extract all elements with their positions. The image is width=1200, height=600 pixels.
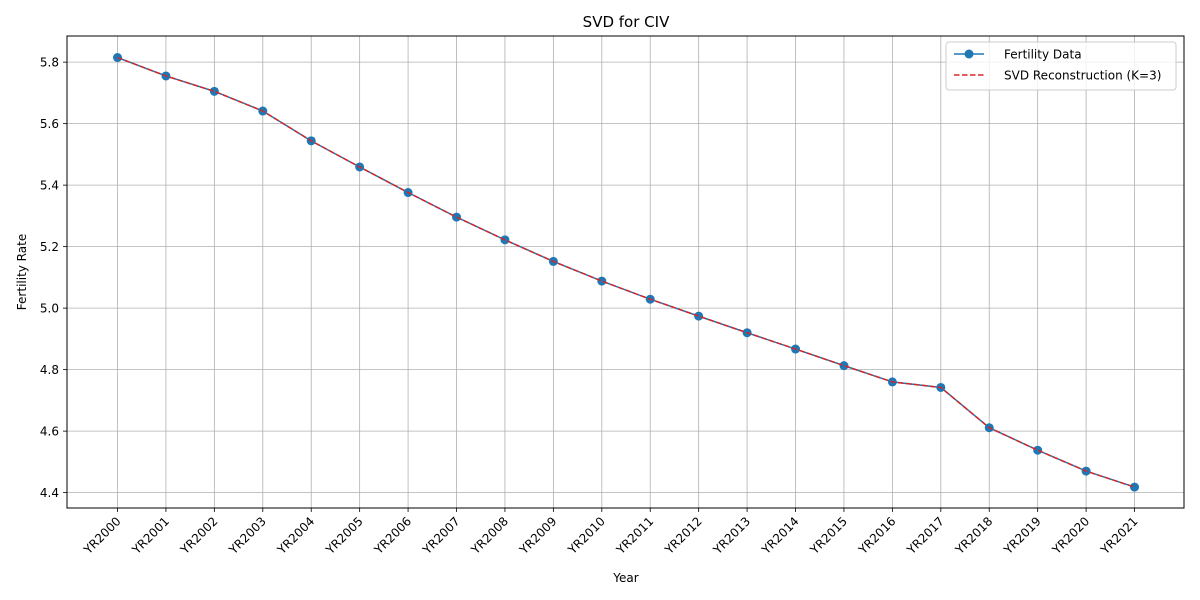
y-tick-label: 5.0	[40, 302, 59, 316]
grid	[67, 36, 1184, 508]
x-tick-label: YR2003	[226, 514, 269, 557]
data-point	[694, 311, 704, 321]
legend-box	[945, 41, 1177, 91]
y-axis: 4.4 4.6 4.8 5.0 5.2 5.4 5.6 5.8	[40, 56, 67, 500]
data-point	[452, 212, 462, 222]
legend-label-fertility-data: Fertility Data	[1004, 48, 1082, 62]
y-tick-label: 5.6	[40, 117, 59, 131]
x-tick-label: YR2004	[274, 514, 317, 557]
series-group	[113, 53, 1140, 492]
x-tick-label: YR2001	[129, 514, 172, 557]
y-tick-label: 4.8	[40, 363, 59, 377]
x-tick-label: YR2015	[807, 514, 850, 557]
data-point	[1033, 445, 1043, 455]
y-tick-label: 5.4	[40, 179, 59, 193]
x-tick-label: YR2021	[1097, 514, 1140, 557]
legend: Fertility Data SVD Reconstruction (K=3)	[945, 41, 1177, 91]
x-tick-label: YR2018	[952, 514, 995, 557]
x-tick-label: YR2007	[419, 514, 462, 557]
x-tick-label: YR2012	[661, 514, 704, 557]
x-tick-label: YR2009	[516, 514, 559, 557]
x-tick-label: YR2020	[1049, 514, 1092, 557]
x-tick-label: YR2002	[177, 514, 220, 557]
data-point	[1130, 482, 1140, 492]
y-tick-label: 5.2	[40, 240, 59, 254]
x-tick-label: YR2008	[468, 514, 511, 557]
x-tick-label: YR2005	[322, 514, 365, 557]
y-axis-label: Fertility Rate	[15, 234, 29, 310]
y-tick-label: 5.8	[40, 56, 59, 70]
x-tick-label: YR2017	[904, 514, 947, 557]
x-tick-label: YR2006	[371, 514, 414, 557]
x-tick-label: YR2016	[855, 514, 898, 557]
x-tick-label: YR2011	[613, 514, 656, 557]
data-point	[597, 276, 607, 286]
data-point	[209, 86, 219, 96]
data-point	[839, 361, 849, 371]
plot-area	[66, 35, 1185, 509]
x-tick-label: YR2014	[758, 514, 801, 557]
x-tick-label: YR2019	[1001, 514, 1044, 557]
x-axis-label: Year	[612, 571, 638, 585]
series-line-svd-reconstruction-k-3	[117, 56, 1135, 488]
y-tick-label: 4.4	[40, 486, 59, 500]
legend-label-svd-reconstruction: SVD Reconstruction (K=3)	[1004, 69, 1161, 83]
legend-marker-fertility-data	[964, 49, 974, 59]
x-tick-label: YR2010	[565, 514, 608, 557]
x-axis: YR2000 YR2001 YR2002 YR2003 YR2004 YR2005 YR20…	[80, 508, 1141, 558]
x-tick-label: YR2013	[710, 514, 753, 557]
chart-title: SVD for CIV	[583, 13, 670, 31]
x-tick-label: YR2000	[80, 514, 123, 557]
y-tick-label: 4.6	[40, 425, 59, 439]
